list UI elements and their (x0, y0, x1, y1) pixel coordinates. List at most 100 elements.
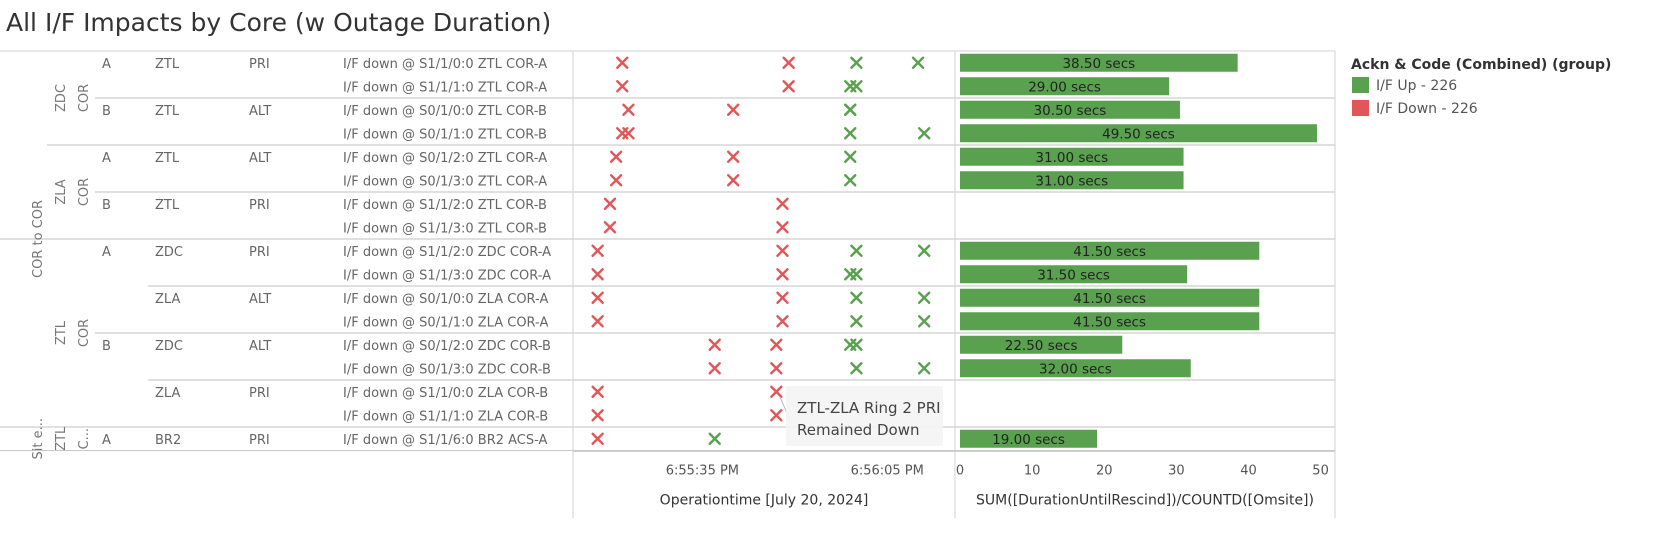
duration-bar[interactable] (960, 100, 1180, 119)
row-ring-label: B (102, 339, 111, 354)
mark-stroke (844, 127, 857, 140)
if-down-mark[interactable] (591, 291, 604, 304)
row-interface-label: I/F down @ S0/1/3:0 ZDC COR-B (343, 362, 551, 377)
row-interface-label: I/F down @ S0/1/1:0 ZTL COR-B (343, 127, 547, 142)
if-down-mark[interactable] (603, 197, 617, 210)
mark-stroke (776, 315, 789, 328)
if-down-mark[interactable] (770, 338, 783, 351)
duration-bar[interactable] (960, 241, 1260, 260)
duration-bar[interactable] (960, 429, 1098, 448)
if-down-mark[interactable] (776, 315, 789, 328)
mark-stroke (917, 127, 931, 140)
if-up-mark[interactable] (917, 291, 931, 304)
if-down-mark[interactable] (708, 338, 721, 351)
if-up-mark[interactable] (850, 291, 863, 304)
duration-bar-label: 19.00 secs (992, 432, 1065, 448)
duration-axis-tick: 50 (1312, 464, 1329, 479)
if-down-mark[interactable] (591, 409, 604, 422)
duration-bar[interactable] (960, 77, 1170, 96)
if-down-mark[interactable] (726, 150, 740, 163)
if-down-mark[interactable] (770, 409, 783, 422)
if-down-mark[interactable] (616, 56, 629, 69)
row-role-label: ALT (249, 104, 271, 119)
if-down-mark[interactable] (708, 362, 721, 375)
chart-title: All I/F Impacts by Core (w Outage Durati… (6, 8, 552, 37)
duration-bar[interactable] (960, 359, 1191, 378)
if-down-mark[interactable] (622, 103, 635, 116)
row-ring-label: B (102, 104, 111, 119)
if-down-mark[interactable] (591, 385, 604, 398)
if-down-mark[interactable] (776, 197, 789, 210)
mark-stroke (770, 362, 783, 375)
row-role-label: PRI (249, 198, 270, 213)
if-down-mark[interactable] (782, 80, 795, 93)
core-group-label: ZDC COR (54, 84, 92, 112)
if-down-mark[interactable] (782, 56, 795, 69)
if-down-mark[interactable] (591, 432, 604, 445)
if-up-mark[interactable] (850, 56, 863, 69)
core-group-label-part: COR (77, 84, 92, 112)
outer-group-label: COR to COR (31, 200, 46, 278)
duration-bar-label: 29.00 secs (1028, 79, 1101, 95)
if-up-mark[interactable] (850, 268, 863, 281)
if-down-mark[interactable] (591, 244, 604, 257)
if-up-mark[interactable] (911, 56, 925, 69)
if-down-mark[interactable] (776, 221, 789, 234)
core-group-label-part: ZLA (54, 179, 69, 204)
if-down-mark[interactable] (770, 385, 783, 398)
legend-swatch (1352, 100, 1369, 116)
row-site-label: ZTL (155, 57, 180, 72)
if-up-mark[interactable] (844, 174, 857, 187)
if-up-mark[interactable] (844, 150, 857, 163)
if-down-mark[interactable] (603, 221, 617, 234)
mark-stroke (708, 362, 721, 375)
if-up-mark[interactable] (917, 244, 931, 257)
if-up-mark[interactable] (850, 362, 863, 375)
if-down-mark[interactable] (609, 150, 623, 163)
if-up-mark[interactable] (850, 244, 863, 257)
if-down-mark[interactable] (776, 291, 789, 304)
if-down-mark[interactable] (591, 315, 604, 328)
legend-item[interactable]: I/F Up - 226 (1352, 77, 1457, 94)
duration-bar[interactable] (960, 335, 1123, 354)
if-up-mark[interactable] (850, 338, 863, 351)
row-site-label: ZDC (155, 339, 183, 354)
mark-stroke (911, 56, 925, 69)
row-site-label: BR2 (155, 433, 181, 448)
if-up-mark[interactable] (917, 315, 931, 328)
if-up-mark[interactable] (844, 103, 857, 116)
duration-bar[interactable] (960, 171, 1184, 190)
if-down-mark[interactable] (726, 103, 740, 116)
if-up-mark[interactable] (850, 315, 863, 328)
if-up-mark[interactable] (850, 80, 863, 93)
duration-bar[interactable] (960, 288, 1260, 307)
if-down-mark[interactable] (776, 244, 789, 257)
if-down-mark[interactable] (726, 174, 740, 187)
if-down-mark[interactable] (609, 174, 623, 187)
if-down-mark[interactable] (776, 268, 789, 281)
row-interface-label: I/F down @ S0/1/0:0 ZLA COR-A (343, 292, 548, 307)
time-axis-title: Operationtime [July 20, 2024] (660, 493, 869, 509)
if-down-mark[interactable] (591, 268, 604, 281)
legend-item[interactable]: I/F Down - 226 (1352, 100, 1478, 117)
duration-bar[interactable] (960, 147, 1184, 166)
duration-bar-label: 41.50 secs (1073, 244, 1146, 260)
mark-stroke (591, 385, 604, 398)
row-site-label: ZTL (155, 151, 180, 166)
duration-bar[interactable] (960, 265, 1188, 284)
if-up-mark[interactable] (917, 127, 931, 140)
mark-stroke (917, 315, 931, 328)
if-down-mark[interactable] (770, 362, 783, 375)
duration-bar[interactable] (960, 124, 1317, 143)
mark-stroke (782, 56, 795, 69)
axes: 6:55:35 PM 6:56:05 PM Operationtime [July … (660, 464, 1329, 509)
if-up-mark[interactable] (708, 432, 721, 445)
if-up-mark[interactable] (917, 362, 931, 375)
if-down-mark[interactable] (622, 127, 635, 140)
mark-stroke (591, 315, 604, 328)
row-site-label: ZTL (155, 198, 180, 213)
duration-bar[interactable] (960, 53, 1238, 72)
duration-bar[interactable] (960, 312, 1260, 331)
if-down-mark[interactable] (616, 80, 629, 93)
if-up-mark[interactable] (844, 127, 857, 140)
